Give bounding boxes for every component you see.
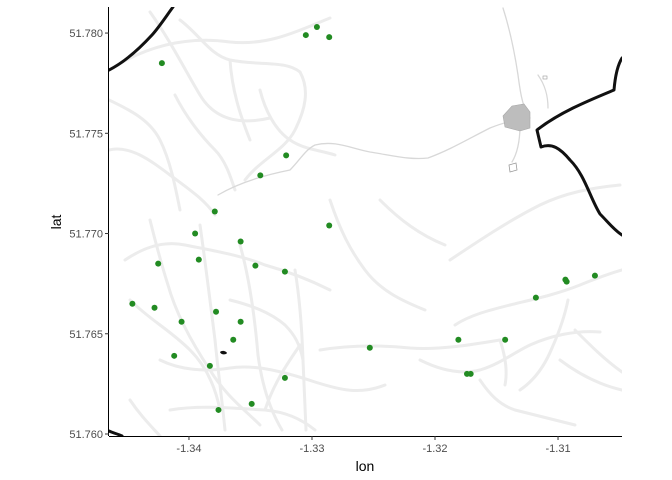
data-point [192,230,199,237]
data-point [237,318,244,325]
data-point [206,362,213,369]
x-ticks: -1.34 -1.33 -1.32 -1.31 [176,436,571,455]
data-point [467,370,474,377]
data-point [215,406,222,413]
data-points [129,24,598,413]
y-axis-title: lat [48,215,64,230]
data-point [502,336,509,343]
y-tick-label: 51.780 [69,28,103,40]
y-tick-label: 51.775 [69,128,103,140]
x-tick-label: -1.34 [176,443,201,455]
x-axis-title: lon [356,458,375,474]
data-point [230,336,237,343]
data-point [455,336,462,343]
data-point [302,32,309,39]
data-point [178,318,185,325]
x-tick-label: -1.33 [299,443,324,455]
data-point [326,222,333,229]
data-point [211,208,218,215]
data-point [326,34,333,41]
data-point [313,24,320,31]
data-point [252,262,259,269]
data-point [213,308,220,315]
data-point [532,294,539,301]
y-ticks: 51.760 51.765 51.770 51.775 51.780 [69,28,109,441]
data-point [563,278,570,285]
data-point [248,400,255,407]
y-tick-label: 51.770 [69,229,103,241]
data-point [158,60,165,67]
y-tick-label: 51.765 [69,329,103,341]
data-point [171,352,178,359]
plot-panel [109,7,622,436]
data-point [257,172,264,179]
data-point [281,268,288,275]
small-black-marker [220,350,227,355]
y-axis: 51.760 51.765 51.770 51.775 51.780 lat [48,7,109,441]
data-point [129,300,136,307]
data-point [283,152,290,159]
data-point [151,304,158,311]
building-block [502,75,548,173]
data-point [237,238,244,245]
road-network [109,10,622,436]
boundary-lines [109,7,622,436]
x-tick-label: -1.32 [422,443,447,455]
y-tick-label: 51.760 [69,429,103,441]
data-point [195,256,202,263]
data-point [155,260,162,267]
basemap [109,7,622,436]
data-point [591,272,598,279]
data-point [366,344,373,351]
x-axis: -1.34 -1.33 -1.32 -1.31 lon [109,436,622,474]
data-point [281,374,288,381]
x-tick-label: -1.31 [545,443,570,455]
